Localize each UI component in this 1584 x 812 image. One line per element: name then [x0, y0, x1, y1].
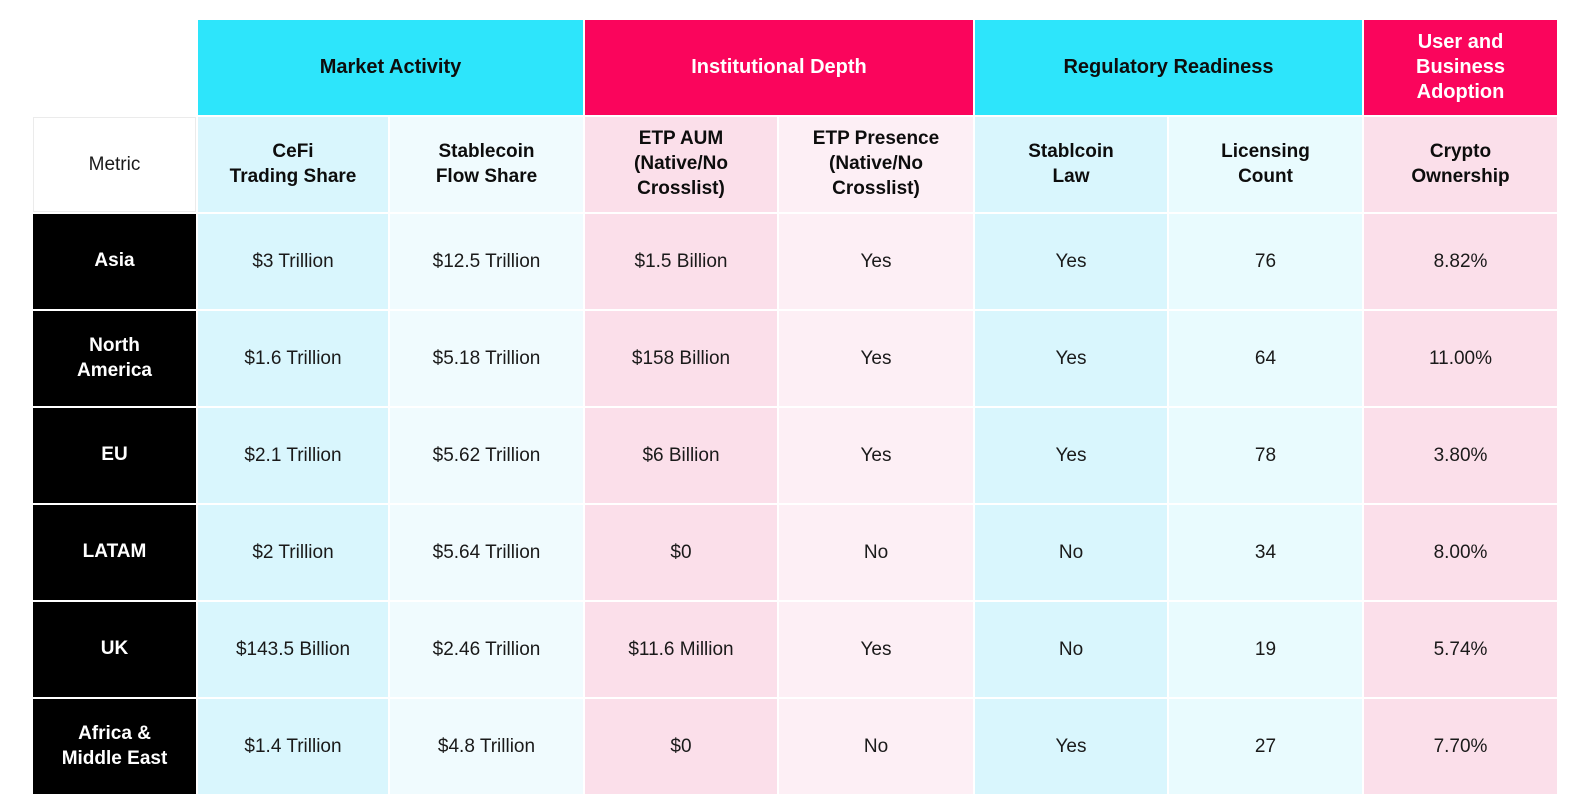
region-cell-asia: Asia [33, 214, 196, 309]
value-cell-uk-cefi-trading-share: $143.5 Billion [198, 602, 388, 697]
value-cell-eu-licensing-count: 78 [1169, 408, 1362, 503]
value-cell-asia-stablecoin-flow-share: $12.5 Trillion [390, 214, 583, 309]
table-row-uk: UK $143.5 Billion $2.46 Trillion $11.6 Mill… [33, 602, 1557, 697]
value-cell-uk-licensing-count: 19 [1169, 602, 1362, 697]
value-cell-asia-cefi-trading-share: $3 Trillion [198, 214, 388, 309]
value-cell-north-america-etp-aum-native-no-crosslist: $158 Billion [585, 311, 777, 406]
region-cell-north-america: North America [33, 311, 196, 406]
value-cell-africa-middle-east-licensing-count: 27 [1169, 699, 1362, 794]
value-cell-north-america-etp-presence-native-no-crosslist: Yes [779, 311, 973, 406]
table-row-latam: LATAM $2 Trillion $5.64 Trillion $0 No No 34 8.… [33, 505, 1557, 600]
column-header-stablecoin-flow-share: Stablecoin Flow Share [390, 117, 583, 212]
value-cell-asia-etp-aum-native-no-crosslist: $1.5 Billion [585, 214, 777, 309]
value-cell-north-america-stablecoin-flow-share: $5.18 Trillion [390, 311, 583, 406]
value-cell-asia-stablcoin-law: Yes [975, 214, 1167, 309]
value-cell-eu-crypto-ownership: 3.80% [1364, 408, 1557, 503]
metric-header: Metric [33, 117, 196, 212]
value-cell-asia-etp-presence-native-no-crosslist: Yes [779, 214, 973, 309]
corner-spacer [33, 20, 196, 115]
column-header-licensing-count: Licensing Count [1169, 117, 1362, 212]
column-header-row: Metric CeFi Trading Share Stablecoin Flow… [33, 117, 1557, 212]
value-cell-latam-crypto-ownership: 8.00% [1364, 505, 1557, 600]
value-cell-uk-etp-presence-native-no-crosslist: Yes [779, 602, 973, 697]
value-cell-eu-cefi-trading-share: $2.1 Trillion [198, 408, 388, 503]
value-cell-latam-stablecoin-flow-share: $5.64 Trillion [390, 505, 583, 600]
table-body: Asia $3 Trillion $12.5 Trillion $1.5 Billio… [33, 214, 1557, 794]
value-cell-uk-stablcoin-law: No [975, 602, 1167, 697]
value-cell-eu-etp-presence-native-no-crosslist: Yes [779, 408, 973, 503]
value-cell-africa-middle-east-stablecoin-flow-share: $4.8 Trillion [390, 699, 583, 794]
value-cell-africa-middle-east-etp-aum-native-no-crosslist: $0 [585, 699, 777, 794]
group-header-regulatory-readiness: Regulatory Readiness [975, 20, 1362, 115]
value-cell-north-america-cefi-trading-share: $1.6 Trillion [198, 311, 388, 406]
value-cell-asia-licensing-count: 76 [1169, 214, 1362, 309]
value-cell-eu-etp-aum-native-no-crosslist: $6 Billion [585, 408, 777, 503]
value-cell-latam-licensing-count: 34 [1169, 505, 1362, 600]
value-cell-latam-etp-aum-native-no-crosslist: $0 [585, 505, 777, 600]
value-cell-eu-stablecoin-flow-share: $5.62 Trillion [390, 408, 583, 503]
value-cell-north-america-crypto-ownership: 11.00% [1364, 311, 1557, 406]
value-cell-north-america-licensing-count: 64 [1169, 311, 1362, 406]
value-cell-north-america-stablcoin-law: Yes [975, 311, 1167, 406]
value-cell-latam-stablcoin-law: No [975, 505, 1167, 600]
column-header-cefi-trading-share: CeFi Trading Share [198, 117, 388, 212]
value-cell-africa-middle-east-cefi-trading-share: $1.4 Trillion [198, 699, 388, 794]
value-cell-latam-cefi-trading-share: $2 Trillion [198, 505, 388, 600]
group-header-market-activity: Market Activity [198, 20, 583, 115]
value-cell-uk-crypto-ownership: 5.74% [1364, 602, 1557, 697]
column-header-crypto-ownership: Crypto Ownership [1364, 117, 1557, 212]
table-row-africa-middle-east: Africa & Middle East $1.4 Trillion $4.8 Tr… [33, 699, 1557, 794]
region-cell-africa-middle-east: Africa & Middle East [33, 699, 196, 794]
value-cell-eu-stablcoin-law: Yes [975, 408, 1167, 503]
region-cell-latam: LATAM [33, 505, 196, 600]
table-row-asia: Asia $3 Trillion $12.5 Trillion $1.5 Billio… [33, 214, 1557, 309]
group-header-row: Market Activity Institutional Depth Regula… [33, 20, 1557, 115]
value-cell-uk-stablecoin-flow-share: $2.46 Trillion [390, 602, 583, 697]
table-row-north-america: North America $1.6 Trillion $5.18 Trillion… [33, 311, 1557, 406]
column-header-stablcoin-law: Stablcoin Law [975, 117, 1167, 212]
value-cell-latam-etp-presence-native-no-crosslist: No [779, 505, 973, 600]
column-header-etp-presence-native-no-crosslist: ETP Presence (Native/No Crosslist) [779, 117, 973, 212]
value-cell-africa-middle-east-stablcoin-law: Yes [975, 699, 1167, 794]
column-header-etp-aum-native-no-crosslist: ETP AUM (Native/No Crosslist) [585, 117, 777, 212]
value-cell-africa-middle-east-crypto-ownership: 7.70% [1364, 699, 1557, 794]
table-row-eu: EU $2.1 Trillion $5.62 Trillion $6 Billion Y… [33, 408, 1557, 503]
region-cell-uk: UK [33, 602, 196, 697]
value-cell-asia-crypto-ownership: 8.82% [1364, 214, 1557, 309]
value-cell-uk-etp-aum-native-no-crosslist: $11.6 Million [585, 602, 777, 697]
region-cell-eu: EU [33, 408, 196, 503]
data-table: Market Activity Institutional Depth Regula… [31, 18, 1559, 796]
group-header-institutional-depth: Institutional Depth [585, 20, 973, 115]
group-header-user-and-business-adoption: User and Business Adoption [1364, 20, 1557, 115]
value-cell-africa-middle-east-etp-presence-native-no-crosslist: No [779, 699, 973, 794]
